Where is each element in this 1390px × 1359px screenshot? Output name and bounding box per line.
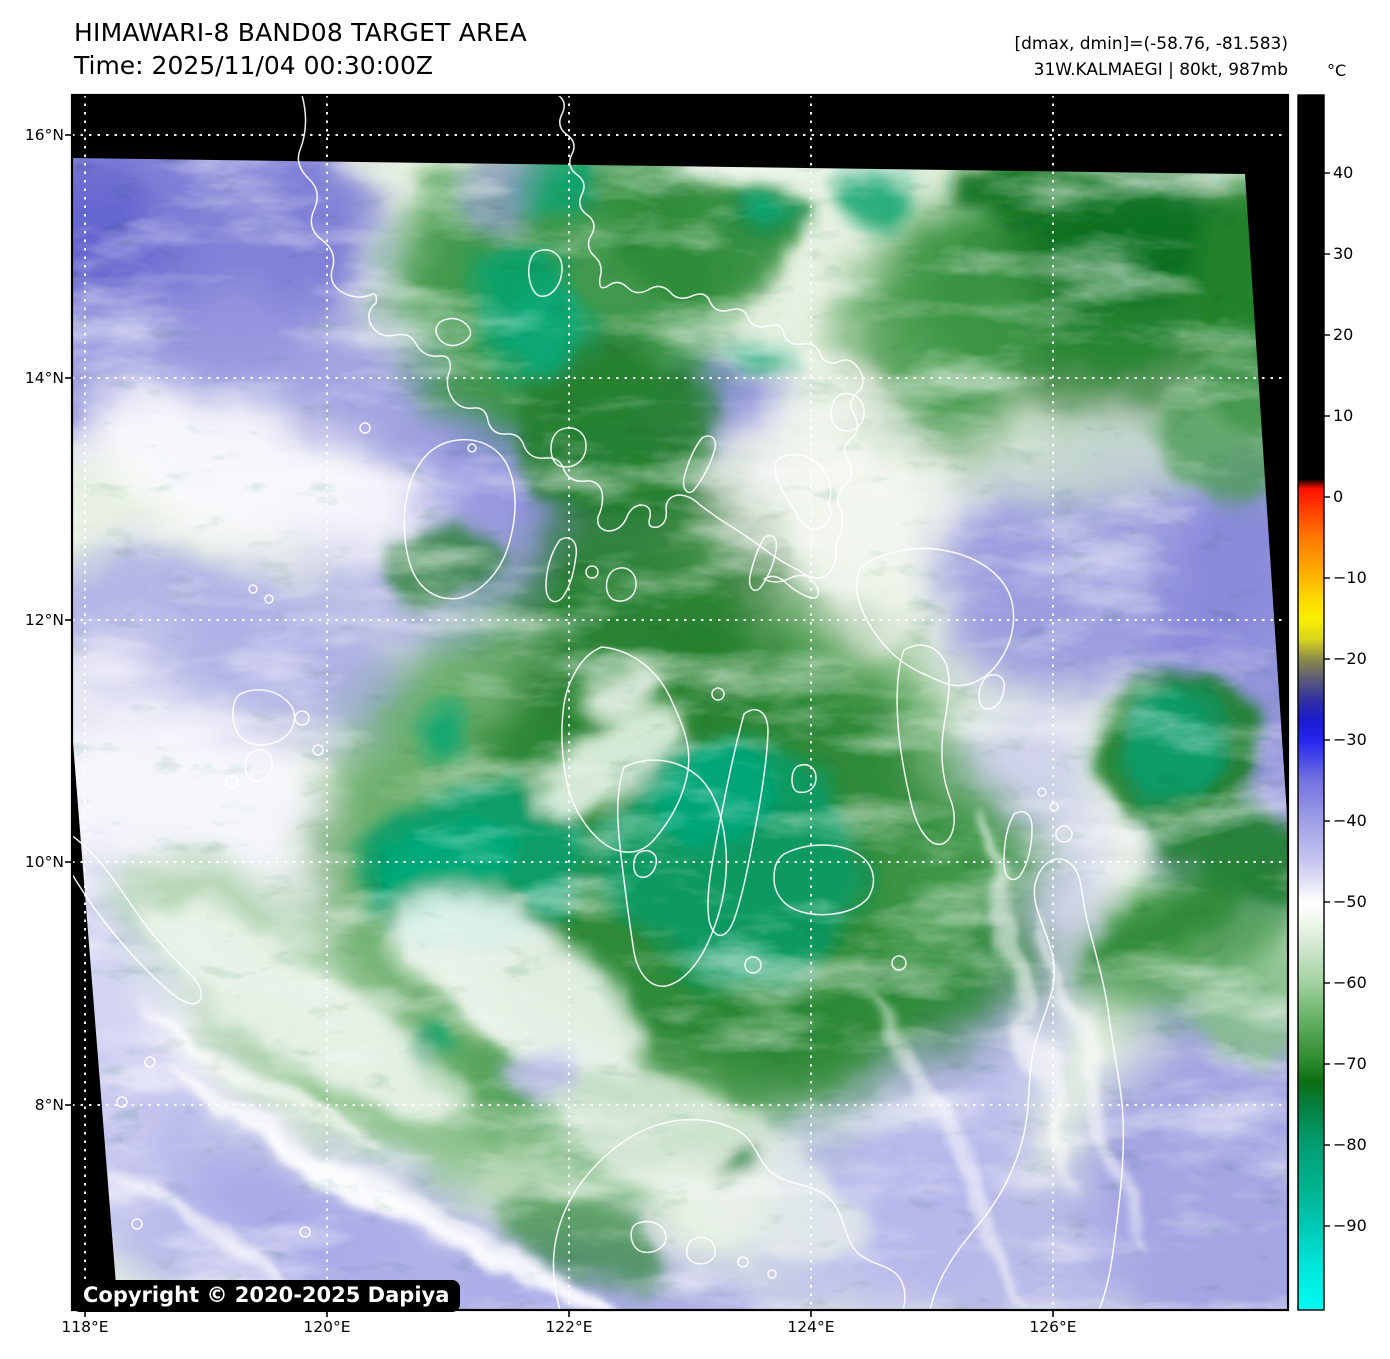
map-area	[72, 95, 1288, 1310]
lat-tick-16n: 16°N	[24, 126, 64, 144]
cb-tick-20: 20	[1333, 325, 1354, 344]
lat-tick-8n: 8°N	[34, 1096, 64, 1114]
cb-tick-40: 40	[1333, 163, 1354, 182]
cb-tick-m30: −30	[1333, 730, 1367, 749]
colorbar	[1297, 94, 1330, 1311]
cb-tick-m20: −20	[1333, 649, 1367, 668]
storm-info: 31W.KALMAEGI | 80kt, 987mb	[1033, 60, 1288, 80]
lat-tick-12n: 12°N	[24, 611, 64, 629]
lat-tick-14n: 14°N	[24, 369, 64, 387]
map-border	[70, 93, 1290, 1312]
dmax-dmin-readout: [dmax, dmin]=(-58.76, -81.583)	[1014, 34, 1289, 54]
cb-tick-0: 0	[1333, 487, 1344, 506]
lat-tick-10n: 10°N	[24, 853, 64, 871]
cb-tick-m60: −60	[1333, 973, 1367, 992]
colorbar-unit-label: °C	[1327, 61, 1347, 80]
graticule-grid	[72, 95, 1288, 1310]
cb-tick-10: 10	[1333, 406, 1354, 425]
colorbar-tick-marks	[1324, 172, 1330, 1227]
cb-tick-m50: −50	[1333, 892, 1367, 911]
satellite-swath	[72, 158, 1288, 1310]
cb-tick-m80: −80	[1333, 1135, 1367, 1154]
lon-tick-126e: 126°E	[1029, 1318, 1077, 1336]
cb-tick-m70: −70	[1333, 1054, 1367, 1073]
lon-tick-120e: 120°E	[303, 1318, 351, 1336]
cb-tick-30: 30	[1333, 244, 1354, 263]
lon-tick-122e: 122°E	[545, 1318, 593, 1336]
lon-tick-124e: 124°E	[787, 1318, 835, 1336]
timestamp: Time: 2025/11/04 00:30:00Z	[74, 51, 433, 80]
cb-tick-m10: −10	[1333, 568, 1367, 587]
lon-tick-118e: 118°E	[61, 1318, 109, 1336]
cb-tick-m90: −90	[1333, 1216, 1367, 1235]
coastlines	[72, 95, 1125, 1310]
cb-tick-m40: −40	[1333, 811, 1367, 830]
page-title: HIMAWARI-8 BAND08 TARGET AREA	[74, 18, 527, 47]
copyright-badge: Copyright © 2020-2025 Dapiya	[72, 1280, 461, 1312]
